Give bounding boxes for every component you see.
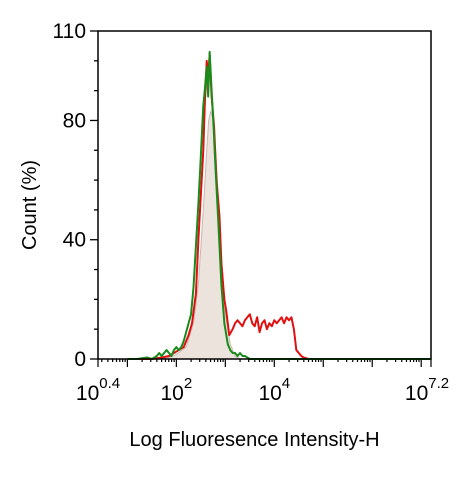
y-axis-tick-labels: 0 40 80 110 [53,20,86,371]
x-axis-tick-labels: 100.4 102 104 107.2 [76,375,449,405]
y-tick-label: 40 [63,229,86,252]
plot-frame [97,30,432,360]
series-line-2 [127,50,431,360]
y-tick-label: 110 [53,20,86,43]
y-axis-ticks [90,30,98,360]
series-layer [127,50,431,360]
x-tick-label: 104 [258,375,290,405]
series-fill [156,111,241,359]
y-tick-label: 80 [63,109,86,132]
x-tick-label: 100.4 [76,375,120,405]
y-axis-title: Count (%) [19,160,41,250]
series-line-1 [127,53,431,360]
x-tick-label: 107.2 [405,375,449,405]
x-tick-label: 102 [161,375,193,405]
y-tick-label: 0 [74,348,86,371]
x-axis-title: Log Fluoresence Intensity-H [129,429,379,451]
x-axis-ticks [97,359,432,367]
